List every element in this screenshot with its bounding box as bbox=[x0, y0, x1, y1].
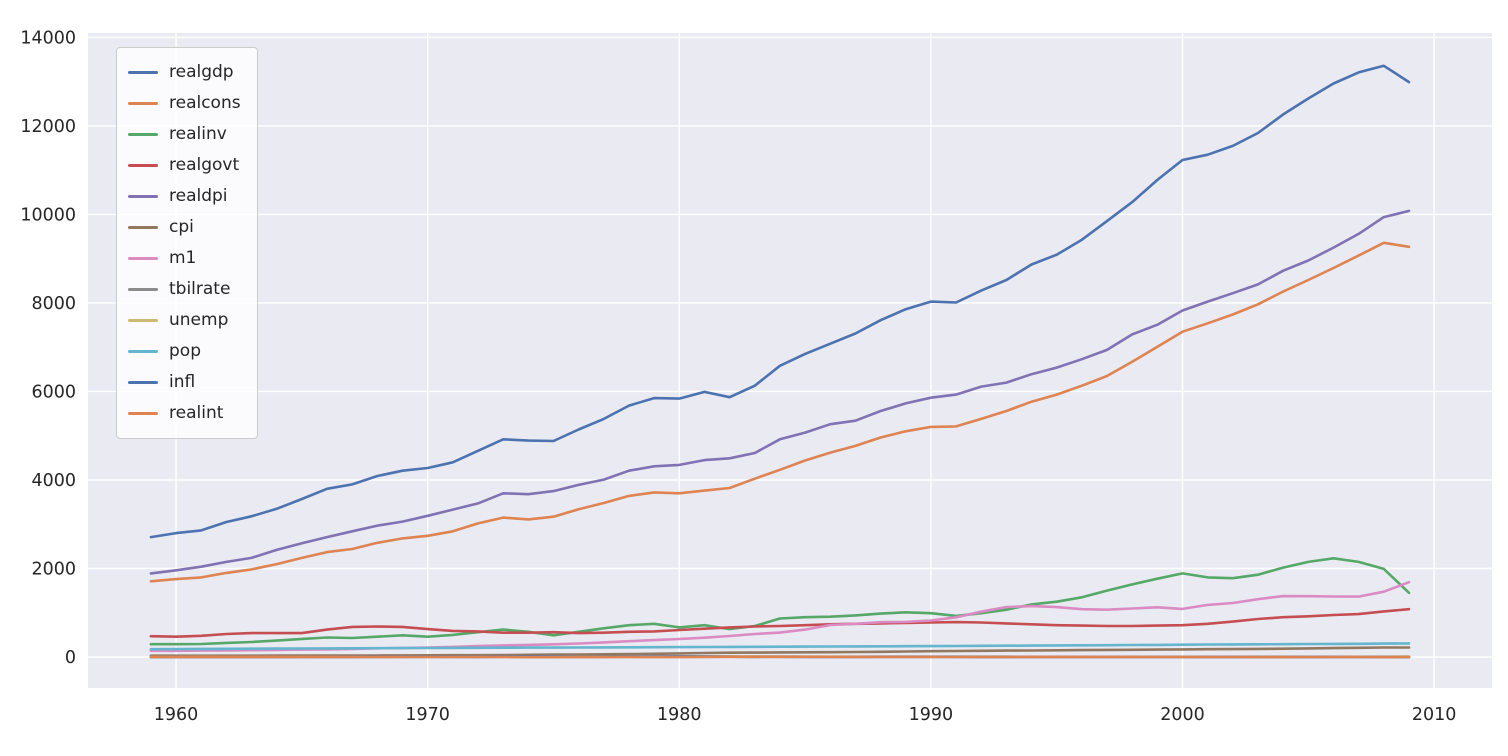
legend-label: realinv bbox=[169, 124, 227, 144]
legend-item-realint: realint bbox=[128, 398, 241, 429]
legend-swatch-realint bbox=[128, 412, 158, 415]
legend-swatch-tbilrate bbox=[128, 288, 158, 291]
x-tick-label: 1980 bbox=[657, 705, 702, 725]
legend-item-realgdp: realgdp bbox=[128, 57, 241, 88]
legend-label: infl bbox=[169, 372, 196, 392]
x-tick-label: 2010 bbox=[1412, 705, 1457, 725]
legend-item-unemp: unemp bbox=[128, 305, 241, 336]
legend-swatch-unemp bbox=[128, 319, 158, 322]
legend-label: realgovt bbox=[169, 155, 240, 175]
legend-item-tbilrate: tbilrate bbox=[128, 274, 241, 305]
legend-swatch-pop bbox=[128, 350, 158, 353]
legend-label: realcons bbox=[169, 93, 241, 113]
legend-item-realgovt: realgovt bbox=[128, 150, 241, 181]
legend-swatch-realgovt bbox=[128, 164, 158, 167]
legend-label: realgdp bbox=[169, 62, 234, 82]
y-tick-label: 4000 bbox=[31, 471, 76, 491]
legend-swatch-realcons bbox=[128, 102, 158, 105]
legend-label: m1 bbox=[169, 248, 197, 268]
legend-label: cpi bbox=[169, 217, 194, 237]
x-tick-label: 1960 bbox=[154, 705, 199, 725]
legend-item-cpi: cpi bbox=[128, 212, 241, 243]
legend-swatch-infl bbox=[128, 381, 158, 384]
series-line-realgdp bbox=[149, 64, 1411, 539]
legend-label: tbilrate bbox=[169, 279, 231, 299]
y-tick-label: 10000 bbox=[20, 205, 76, 225]
y-tick-label: 14000 bbox=[20, 28, 76, 48]
y-tick-label: 6000 bbox=[31, 382, 76, 402]
x-tick-label: 1990 bbox=[909, 705, 954, 725]
legend-item-realinv: realinv bbox=[128, 119, 241, 150]
legend-item-m1: m1 bbox=[128, 243, 241, 274]
y-tick-label: 2000 bbox=[31, 560, 76, 580]
y-tick-label: 0 bbox=[65, 648, 76, 668]
legend-swatch-m1 bbox=[128, 257, 158, 260]
legend-label: unemp bbox=[169, 310, 229, 330]
series-line-realdpi bbox=[149, 209, 1411, 575]
legend-item-realdpi: realdpi bbox=[128, 181, 241, 212]
x-tick-label: 1970 bbox=[405, 705, 450, 725]
legend-swatch-realinv bbox=[128, 133, 158, 136]
legend-swatch-cpi bbox=[128, 226, 158, 229]
x-tick-label: 2000 bbox=[1160, 705, 1205, 725]
legend-item-realcons: realcons bbox=[128, 88, 241, 119]
legend: realgdp realcons realinv realgovt realdpi cpi… bbox=[116, 47, 258, 439]
series-line-pop bbox=[149, 642, 1411, 651]
legend-swatch-realgdp bbox=[128, 71, 158, 74]
legend-label: realdpi bbox=[169, 186, 228, 206]
series-line-realinv bbox=[149, 556, 1411, 646]
y-tick-label: 12000 bbox=[20, 117, 76, 137]
legend-item-pop: pop bbox=[128, 336, 241, 367]
legend-swatch-realdpi bbox=[128, 195, 158, 198]
y-tick-label: 8000 bbox=[31, 294, 76, 314]
series-line-realgovt bbox=[149, 607, 1411, 639]
legend-label: pop bbox=[169, 341, 201, 361]
legend-label: realint bbox=[169, 403, 224, 423]
series-line-realcons bbox=[149, 241, 1411, 583]
legend-item-infl: infl bbox=[128, 367, 241, 398]
